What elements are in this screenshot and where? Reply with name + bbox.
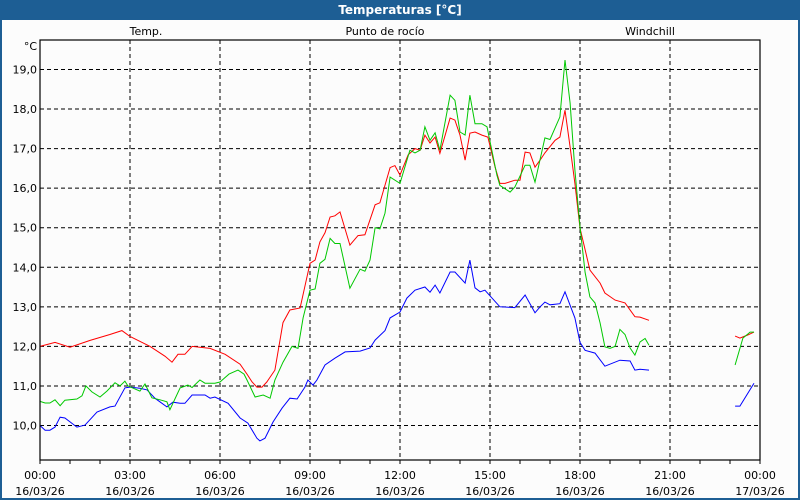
y-tick-label: 16,0 xyxy=(13,182,38,195)
x-tick-date-label: 16/03/26 xyxy=(15,485,64,498)
x-tick-date-label: 16/03/26 xyxy=(645,485,694,498)
series-line-windchill xyxy=(39,59,650,411)
x-tick-time-label: 15:00 xyxy=(474,469,506,482)
x-tick-date-label: 16/03/26 xyxy=(285,485,334,498)
x-tick-date-label: 16/03/26 xyxy=(195,485,244,498)
legend-item: Punto de rocío xyxy=(345,25,424,38)
x-tick-date-label: 16/03/26 xyxy=(375,485,424,498)
x-tick-date-label: 16/03/26 xyxy=(555,485,604,498)
y-tick-label: 18,0 xyxy=(13,103,38,116)
legend-item: Temp. xyxy=(129,25,163,38)
series-line-punto-de-roc-o xyxy=(39,259,650,442)
y-axis-unit-label: °C xyxy=(24,40,38,53)
y-tick-label: 15,0 xyxy=(13,222,38,235)
legend-item: Windchill xyxy=(625,25,675,38)
y-tick-label: 17,0 xyxy=(13,143,38,156)
x-tick-time-label: 06:00 xyxy=(204,469,236,482)
y-tick-label: 19,0 xyxy=(13,63,38,76)
x-tick-time-label: 00:00 xyxy=(744,469,776,482)
x-tick-date-label: 16/03/26 xyxy=(465,485,514,498)
x-tick-time-label: 03:00 xyxy=(114,469,146,482)
series-line-temp- xyxy=(734,331,755,339)
y-tick-label: 14,0 xyxy=(13,261,38,274)
x-tick-date-label: 16/03/26 xyxy=(105,485,154,498)
x-tick-date-label: 17/03/26 xyxy=(735,485,784,498)
y-tick-label: 13,0 xyxy=(13,301,38,314)
y-tick-label: 10,0 xyxy=(13,420,38,433)
x-tick-time-label: 09:00 xyxy=(294,469,326,482)
x-tick-time-label: 00:00 xyxy=(24,469,56,482)
series-line-punto-de-roc-o xyxy=(735,382,755,407)
x-tick-time-label: 18:00 xyxy=(564,469,596,482)
window-title: Temperaturas [°C] xyxy=(338,3,462,17)
plot-frame xyxy=(39,39,761,461)
y-tick-label: 11,0 xyxy=(13,380,38,393)
series-line-windchill xyxy=(734,331,754,366)
y-tick-label: 12,0 xyxy=(13,340,38,353)
x-tick-time-label: 21:00 xyxy=(654,469,686,482)
x-tick-time-label: 12:00 xyxy=(384,469,416,482)
series-line-temp- xyxy=(39,110,650,388)
